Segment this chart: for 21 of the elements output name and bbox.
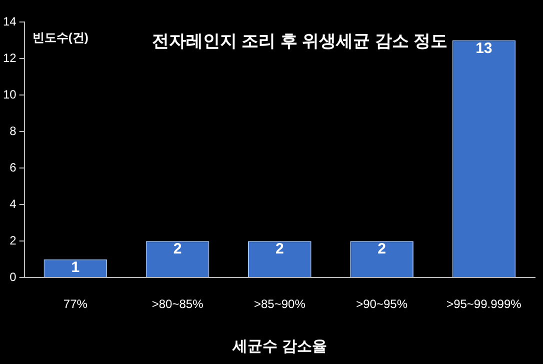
y-axis-title: 빈도수(건) <box>32 30 88 44</box>
text: 전자레인지 조리 후 위생세균 감소 정도 <box>152 32 448 51</box>
x-tick-label: 77% <box>63 297 88 312</box>
data-label: 13 <box>476 40 492 57</box>
data-label: 1 <box>71 258 80 276</box>
x-tick-label: >85~90% <box>254 297 306 312</box>
x-tick-label: >90~95% <box>356 297 408 312</box>
data-label: 2 <box>378 240 386 258</box>
y-tick-label: 4 <box>10 196 17 211</box>
y-tick-label: 0 <box>10 270 17 284</box>
y-tick-label: 14 <box>2 14 17 28</box>
data-label: 2 <box>276 240 284 258</box>
x-tick-label: >80~85% <box>152 297 204 312</box>
y-tick-label: 2 <box>10 233 17 248</box>
data-label: 2 <box>173 240 182 258</box>
y-tick-label: 12 <box>2 50 17 65</box>
y-tick-label: 10 <box>2 87 17 102</box>
y-tick-label: 6 <box>10 160 17 174</box>
x-axis-title: 세균수 감소율 <box>232 338 327 356</box>
x-tick-label: >95~99.999% <box>446 297 522 312</box>
y-tick-label: 8 <box>10 124 17 138</box>
